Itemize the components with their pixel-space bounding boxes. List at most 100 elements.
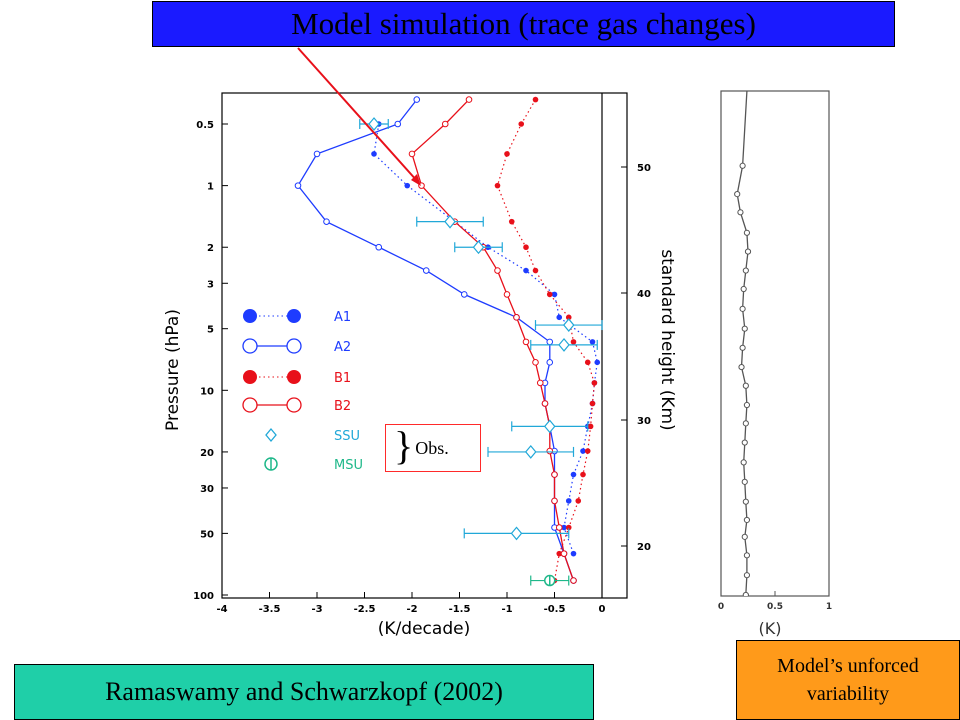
legend-marker-a1 — [243, 309, 257, 323]
point-b1 — [508, 218, 515, 225]
x-tick-label: -3 — [311, 604, 322, 615]
point-b1 — [532, 267, 539, 274]
point-b1 — [532, 96, 539, 103]
point-ssu — [472, 240, 485, 255]
variability-point — [742, 267, 749, 274]
variability-point — [741, 325, 748, 332]
variability-point — [743, 572, 751, 579]
legend-marker-b2 — [286, 397, 302, 413]
pointer-arrowhead — [411, 174, 421, 186]
point-b2 — [522, 338, 530, 346]
point-ssu — [543, 419, 556, 434]
variability-point — [742, 498, 749, 505]
point-a1 — [594, 359, 601, 366]
obs-label: Obs. — [415, 437, 449, 458]
legend: A1 A2 B1 B2 SSU MSU — [242, 309, 363, 473]
point-b1 — [575, 498, 582, 504]
point-b2 — [441, 120, 449, 128]
point-ssu — [444, 214, 456, 229]
legend-label-ssu: SSU — [334, 429, 360, 444]
legend-label-a2: A2 — [334, 340, 351, 355]
y-tick-label: 3 — [207, 279, 214, 290]
y2-axis-label: standard height (Km) — [657, 249, 677, 430]
y-axis-label: Pressure (hPa) — [163, 309, 183, 431]
variability-point — [739, 344, 746, 351]
point-b1 — [584, 359, 591, 366]
y-tick-label: 20 — [200, 448, 214, 459]
y2-tick-label: 30 — [637, 416, 651, 427]
point-a2 — [323, 218, 330, 225]
variability-point — [741, 439, 748, 446]
variability-point — [739, 162, 746, 169]
variability-chart: 0 0.5 1 (K) — [718, 90, 832, 638]
x-axis-label: (K/decade) — [378, 619, 470, 639]
x-tick-label: -2 — [406, 604, 417, 615]
legend-marker-b1 — [287, 370, 301, 384]
variability-point — [739, 305, 746, 312]
point-b2 — [570, 577, 577, 584]
pointer-arrow-line — [297, 47, 419, 183]
point-a1 — [570, 471, 577, 478]
variability-frame — [720, 90, 830, 597]
point-a2 — [546, 338, 554, 346]
obs-annotation-box: } Obs. — [385, 424, 481, 472]
variability-point — [734, 190, 741, 198]
point-b2 — [555, 524, 563, 531]
variability-point — [743, 229, 751, 236]
point-b1 — [570, 339, 577, 345]
y-tick-label: 30 — [200, 484, 214, 495]
x-tick-label: -0.5 — [544, 604, 566, 615]
point-b1 — [580, 471, 586, 478]
legend-marker-a2 — [286, 338, 302, 354]
variability-point — [741, 533, 748, 540]
point-a2 — [294, 182, 302, 189]
variability-point — [742, 420, 749, 427]
variability-point — [743, 552, 751, 559]
citation-box: Ramaswamy and Schwarzkopf (2002) — [14, 664, 594, 720]
point-b1 — [565, 314, 572, 321]
point-a1 — [551, 291, 558, 298]
point-b2 — [551, 471, 558, 478]
point-a2 — [313, 150, 321, 158]
point-b1 — [494, 182, 501, 189]
point-b2 — [513, 314, 520, 321]
variability-point — [744, 248, 752, 255]
point-a1 — [371, 151, 377, 157]
point-ssu — [368, 117, 380, 131]
point-b1 — [587, 423, 594, 430]
variability-x-tick-label: 0 — [718, 602, 724, 612]
variability-point — [741, 478, 748, 485]
x-tick-label: -3.5 — [259, 604, 281, 615]
point-ssu — [510, 526, 523, 541]
point-b1 — [584, 448, 591, 454]
point-b2 — [551, 497, 558, 505]
page-title: Model simulation (trace gas changes) — [291, 6, 756, 41]
variability-point — [743, 516, 751, 524]
point-b2 — [408, 150, 416, 158]
point-b1 — [556, 550, 563, 557]
y-tick-label: 50 — [200, 529, 214, 540]
legend-label-b1: B1 — [334, 371, 351, 386]
citation-text: Ramaswamy and Schwarzkopf (2002) — [105, 677, 503, 706]
point-a1 — [556, 314, 563, 321]
point-ssu — [558, 337, 570, 352]
point-b2 — [536, 379, 544, 387]
point-b2 — [532, 359, 539, 366]
variability-point — [743, 401, 751, 409]
point-ssu — [562, 318, 575, 332]
point-a1 — [561, 524, 567, 531]
obs-brace: } — [394, 423, 414, 468]
trend-profile-chart: -4 -3.5 -3 -2.5 -2 -1.5 -1 -0.5 0 (K/decade) 0.5 1 2… — [163, 92, 677, 639]
x-tick-label: 0 — [599, 604, 606, 615]
y-tick-label: 10 — [200, 386, 214, 397]
point-a1 — [565, 498, 572, 504]
point-b2 — [541, 400, 549, 407]
x-tick-label: -1.5 — [449, 604, 471, 615]
point-b1 — [504, 151, 510, 157]
series-layer — [294, 96, 603, 587]
legend-marker-b1 — [243, 370, 257, 384]
point-b1 — [589, 400, 596, 407]
variability-x-tick-label: 1 — [826, 602, 832, 612]
y-tick-label: 0.5 — [196, 120, 214, 131]
